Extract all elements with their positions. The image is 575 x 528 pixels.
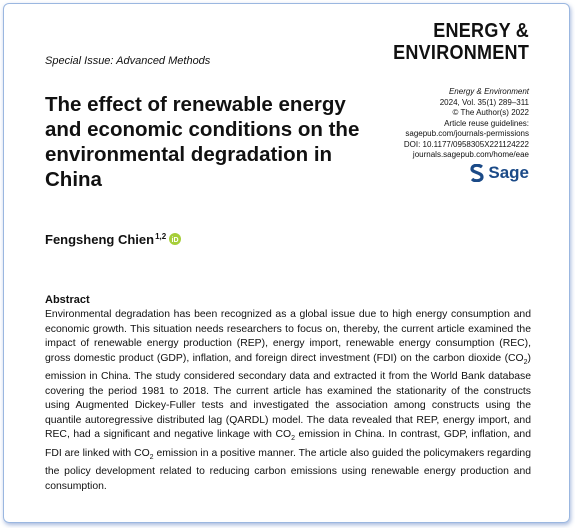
abstract-text: emission in China. In contrast, GDP, inf… (45, 429, 531, 459)
publisher-logo: Sage (470, 163, 529, 183)
meta-line: © The Author(s) 2022 (452, 108, 529, 117)
logo-line: ENVIRONMENT (393, 42, 529, 64)
meta-line: DOI: 10.1177/0958305X221124222 (403, 139, 529, 149)
sage-icon (470, 164, 484, 182)
subscript: 2 (523, 358, 528, 366)
meta-line: 2024, Vol. 35(1) 289–311 (439, 97, 529, 107)
orcid-icon[interactable]: iD (169, 233, 182, 245)
abstract-body: Environmental degradation has been recog… (45, 308, 531, 494)
meta-line: sagepub.com/journals-permissions (405, 129, 529, 138)
author: Fengsheng Chien 1,2 iD (45, 232, 182, 247)
subscript: 2 (291, 435, 295, 443)
publisher-name: Sage (488, 163, 529, 182)
author-name: Fengsheng Chien (45, 232, 155, 247)
page-frame (3, 3, 570, 523)
logo-line: ENERGY & (433, 20, 529, 42)
meta-line: Energy & Environment (448, 87, 529, 96)
article-title: The effect of renewable energy and econo… (45, 93, 360, 191)
abstract-text: Environmental degradation has been recog… (45, 309, 531, 364)
section-label: Special Issue: Advanced Methods (45, 55, 211, 67)
meta-line: journals.sagepub.com/home/eae (412, 150, 529, 159)
abstract-text: emission in a positive manner. The artic… (45, 447, 531, 492)
meta-line: Article reuse guidelines: (444, 118, 529, 128)
journal-logo: ENERGY & ENVIRONMENT (393, 20, 529, 64)
abstract-text: ) emission in China. The study considere… (45, 352, 531, 441)
subscript: 2 (149, 453, 154, 461)
svg-text:iD: iD (172, 237, 179, 244)
abstract-heading: Abstract (45, 294, 90, 306)
journal-meta: Energy & Environment 2024, Vol. 35(1) 289… (404, 87, 529, 161)
author-affiliations: 1,2 (155, 232, 167, 241)
